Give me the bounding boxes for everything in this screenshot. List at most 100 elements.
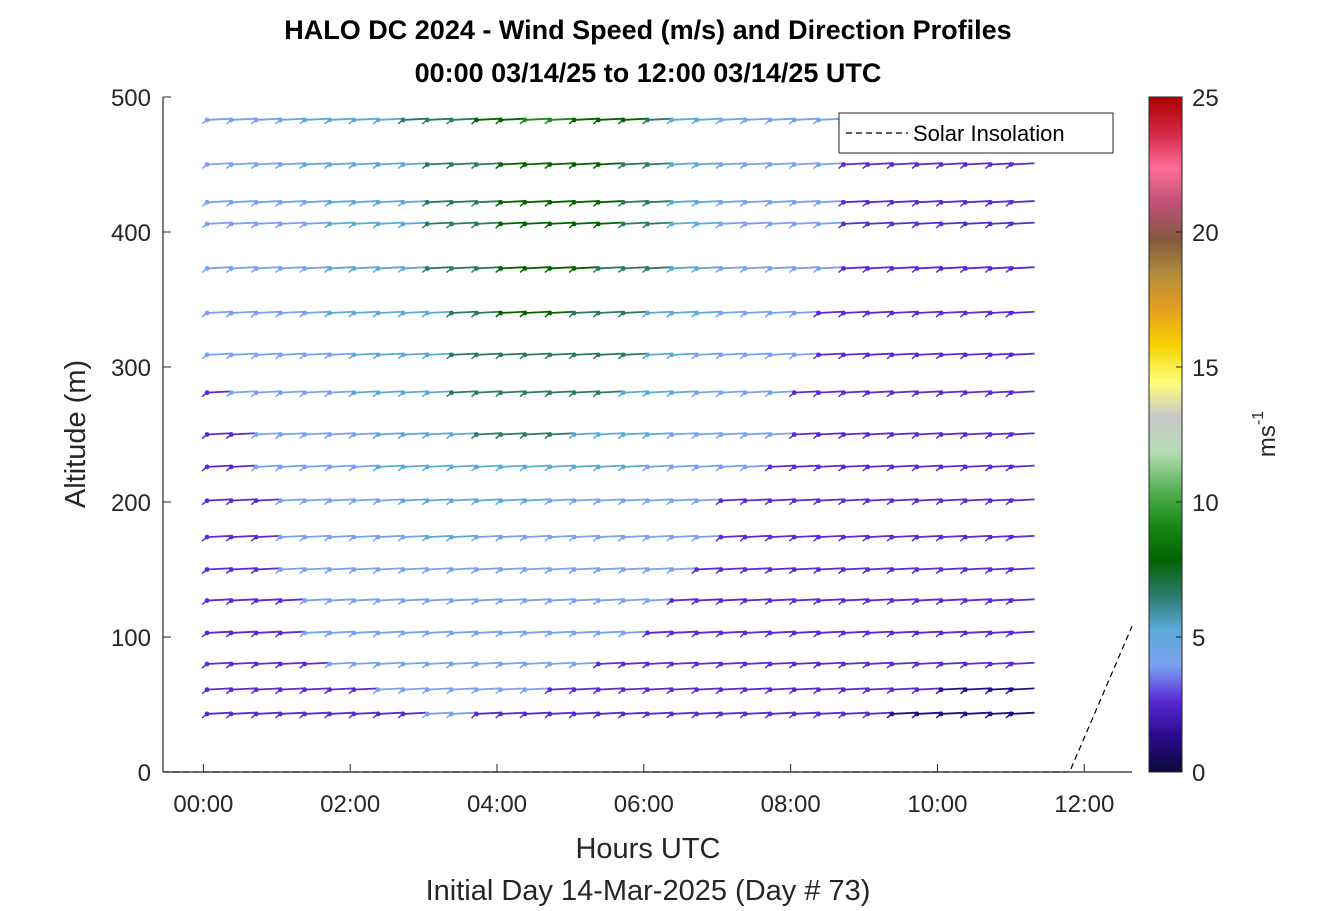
barb-point xyxy=(375,630,381,636)
barb-point xyxy=(791,598,797,603)
barb-point xyxy=(938,162,944,167)
wind-barb xyxy=(838,432,868,440)
wind-barb xyxy=(446,352,476,360)
barb-point xyxy=(718,432,724,437)
wind-barb xyxy=(495,630,525,638)
barb-shaft xyxy=(843,200,868,204)
wind-barb xyxy=(446,464,476,472)
barb-shaft xyxy=(598,390,622,394)
barb-shaft xyxy=(329,498,354,502)
wind-barbs xyxy=(201,117,1035,719)
barb-point xyxy=(865,498,871,504)
barb-point xyxy=(938,598,944,603)
barb-point xyxy=(742,464,748,470)
barb-shaft xyxy=(867,310,892,314)
barb-point xyxy=(767,567,773,572)
wind-barb xyxy=(519,117,549,125)
barb-point xyxy=(498,352,504,358)
wind-barb xyxy=(911,630,941,638)
barb-shaft xyxy=(770,117,794,121)
legend: Solar Insolation xyxy=(838,112,1114,154)
barb-point xyxy=(767,687,773,693)
wind-barb xyxy=(324,711,354,719)
barb-shaft xyxy=(720,117,745,121)
barb-shaft xyxy=(867,352,892,356)
wind-barb xyxy=(495,266,525,274)
wind-barb xyxy=(592,534,622,542)
wind-barb xyxy=(862,630,892,638)
barb-shaft xyxy=(720,534,745,538)
wind-barb xyxy=(739,498,769,506)
barb-point xyxy=(865,711,871,717)
barb-point xyxy=(767,310,773,316)
barb-point xyxy=(694,221,700,227)
wind-barb xyxy=(348,534,378,542)
barb-shaft xyxy=(623,117,647,121)
wind-barb xyxy=(324,199,354,207)
wind-barb xyxy=(225,711,255,719)
barb-point xyxy=(791,498,797,504)
barb-shaft xyxy=(696,534,721,538)
wind-barb xyxy=(324,432,354,440)
wind-barb xyxy=(715,498,745,506)
barb-point xyxy=(253,117,259,123)
barb-point xyxy=(351,352,357,358)
wind-barb xyxy=(788,464,819,472)
barb-point xyxy=(914,598,920,603)
barb-point xyxy=(595,687,601,693)
barb-shaft xyxy=(353,200,378,204)
wind-barb xyxy=(617,117,647,125)
wind-barb xyxy=(959,162,990,170)
barb-shaft xyxy=(671,464,696,468)
barb-shaft xyxy=(280,162,305,166)
wind-barb xyxy=(691,598,721,606)
barb-shaft xyxy=(427,661,451,665)
barb-shaft xyxy=(671,117,696,121)
barb-point xyxy=(694,630,700,636)
barb-point xyxy=(914,352,920,358)
wind-barb xyxy=(959,498,990,506)
barb-shaft xyxy=(916,432,941,436)
barb-point xyxy=(522,464,528,470)
barb-shaft xyxy=(891,711,916,715)
barb-point xyxy=(228,598,234,603)
barb-shaft xyxy=(867,687,892,691)
barb-shaft xyxy=(598,534,622,538)
barb-point xyxy=(424,310,430,316)
barb-point xyxy=(767,266,773,271)
barb-point xyxy=(351,464,357,470)
barb-point xyxy=(914,162,920,167)
barb-shaft xyxy=(818,661,843,665)
barb-shaft xyxy=(256,432,280,436)
wind-barb xyxy=(886,221,916,229)
wind-barb xyxy=(544,687,574,695)
barb-shaft xyxy=(549,162,574,166)
wind-barb xyxy=(519,661,549,669)
wind-barb xyxy=(274,432,305,440)
barb-point xyxy=(351,162,357,167)
wind-barb xyxy=(372,661,402,669)
wind-barb xyxy=(225,464,255,472)
wind-barb xyxy=(274,711,305,719)
wind-barb xyxy=(299,266,329,274)
barb-shaft xyxy=(941,630,965,634)
wind-barb xyxy=(691,464,721,472)
wind-barb xyxy=(568,390,598,398)
wind-barb xyxy=(568,310,598,318)
barb-point xyxy=(645,498,650,504)
wind-barb xyxy=(959,661,990,669)
x-axis-label: Hours UTC xyxy=(575,833,720,865)
barb-point xyxy=(1008,199,1014,205)
wind-barb xyxy=(666,352,696,360)
barb-shaft xyxy=(329,162,354,166)
barb-point xyxy=(474,432,479,437)
wind-barb xyxy=(397,432,427,440)
barb-point xyxy=(498,598,504,603)
barb-shaft xyxy=(623,200,647,204)
barb-point xyxy=(595,464,601,470)
barb-point xyxy=(742,498,748,504)
barb-shaft xyxy=(353,390,378,394)
barb-point xyxy=(474,598,479,603)
barb-point xyxy=(522,390,528,396)
barb-shaft xyxy=(549,117,574,121)
